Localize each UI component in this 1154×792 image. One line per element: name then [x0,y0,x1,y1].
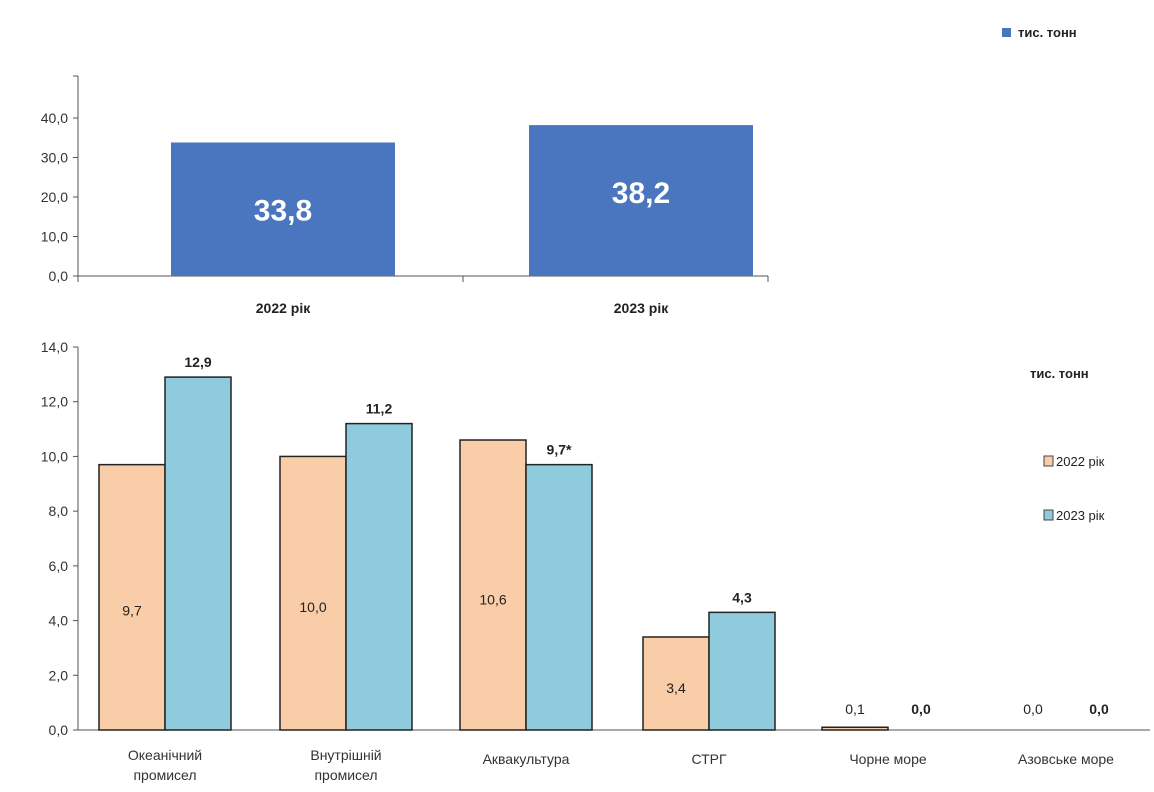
bar-2023 [345,422,413,731]
y-tick-label: 14,0 [41,339,68,355]
y-tick-label: 10,0 [41,229,68,245]
bar-2022 [279,455,347,731]
category-labels: 2022 рік 2023 рік [256,300,669,316]
bar-value-label: 10,6 [479,592,506,608]
bar-value-label: 33,8 [254,194,312,227]
bar-value-label: 11,2 [366,401,393,417]
bar-2023 [525,463,593,731]
bar-2022 [459,439,527,731]
y-tick-label: 0,0 [49,722,69,738]
legend: тис. тонн 2022 рік 2023 рік [1030,366,1105,523]
bar [529,125,753,276]
y-tick-label: 40,0 [41,110,68,126]
bar-value-label: 0,0 [1089,701,1109,717]
bar-2022 [642,636,710,731]
x-tick-label: Чорне море [849,751,927,767]
bar-value-label: 12,9 [184,354,211,370]
bar-2022 [821,726,889,731]
bar-value-label: 10,0 [299,599,326,615]
x-tick-label: Аквакультура [483,751,570,767]
y-tick-label: 20,0 [41,189,68,205]
bar-2023 [164,376,232,731]
bar-2022 [98,463,166,731]
y-tick-label: 2,0 [49,667,69,683]
legend-swatch-2022 [1043,455,1054,467]
legend-swatch [1002,28,1011,37]
y-tick-label: 30,0 [41,150,68,166]
bar-value-label: 9,7 [122,603,142,619]
x-tick-label: Океанічний [128,747,202,763]
x-tick-label: 2023 рік [614,300,669,316]
bar-value-label: 0,0 [911,701,931,717]
axes: 0,0 2,0 4,0 6,0 8,0 10,0 12,0 14,0 [41,339,1150,738]
y-tick-label: 10,0 [41,448,68,464]
legend-label: тис. тонн [1018,25,1077,40]
y-tick-label: 0,0 [49,268,69,284]
bar-value-label: 9,7* [547,442,572,458]
bar-2023 [708,611,776,731]
bar-value-label: 0,1 [845,701,865,717]
bars: 9,7 12,9 10,0 11,2 10,6 9,7* 3,4 4,3 0,1 0,0 0,0 0,… [98,354,1109,731]
x-tick-label: Азовське море [1018,751,1114,767]
legend: тис. тонн [1002,25,1077,40]
legend-label-2023: 2023 рік [1056,508,1105,523]
category-labels: Океанічний промисел Внутрішній промисел Аква… [128,747,1114,783]
y-tick-label: 4,0 [49,613,69,629]
y-tick-label: 6,0 [49,558,69,574]
legend-label-2022: 2022 рік [1056,454,1105,469]
bar-value-label: 0,0 [1023,701,1043,717]
bar-value-label: 3,4 [666,680,686,696]
x-tick-label: СТРГ [691,751,727,767]
bar [171,142,395,276]
total-catch-chart: тис. тонн 0,0 10,0 20,0 30,0 40,0 33,8 38,2 2… [41,25,1077,316]
y-tick-label: 12,0 [41,394,68,410]
legend-swatch-2023 [1043,509,1054,521]
x-tick-label: 2022 рік [256,300,311,316]
bars: 33,8 38,2 [171,125,753,276]
x-tick-label: промисел [314,767,377,783]
x-tick-label: промисел [133,767,196,783]
bar-value-label: 38,2 [612,177,670,210]
units-label: тис. тонн [1030,366,1089,381]
y-tick-label: 8,0 [49,503,69,519]
bar-value-label: 4,3 [732,589,752,605]
x-tick-label: Внутрішній [310,747,381,763]
